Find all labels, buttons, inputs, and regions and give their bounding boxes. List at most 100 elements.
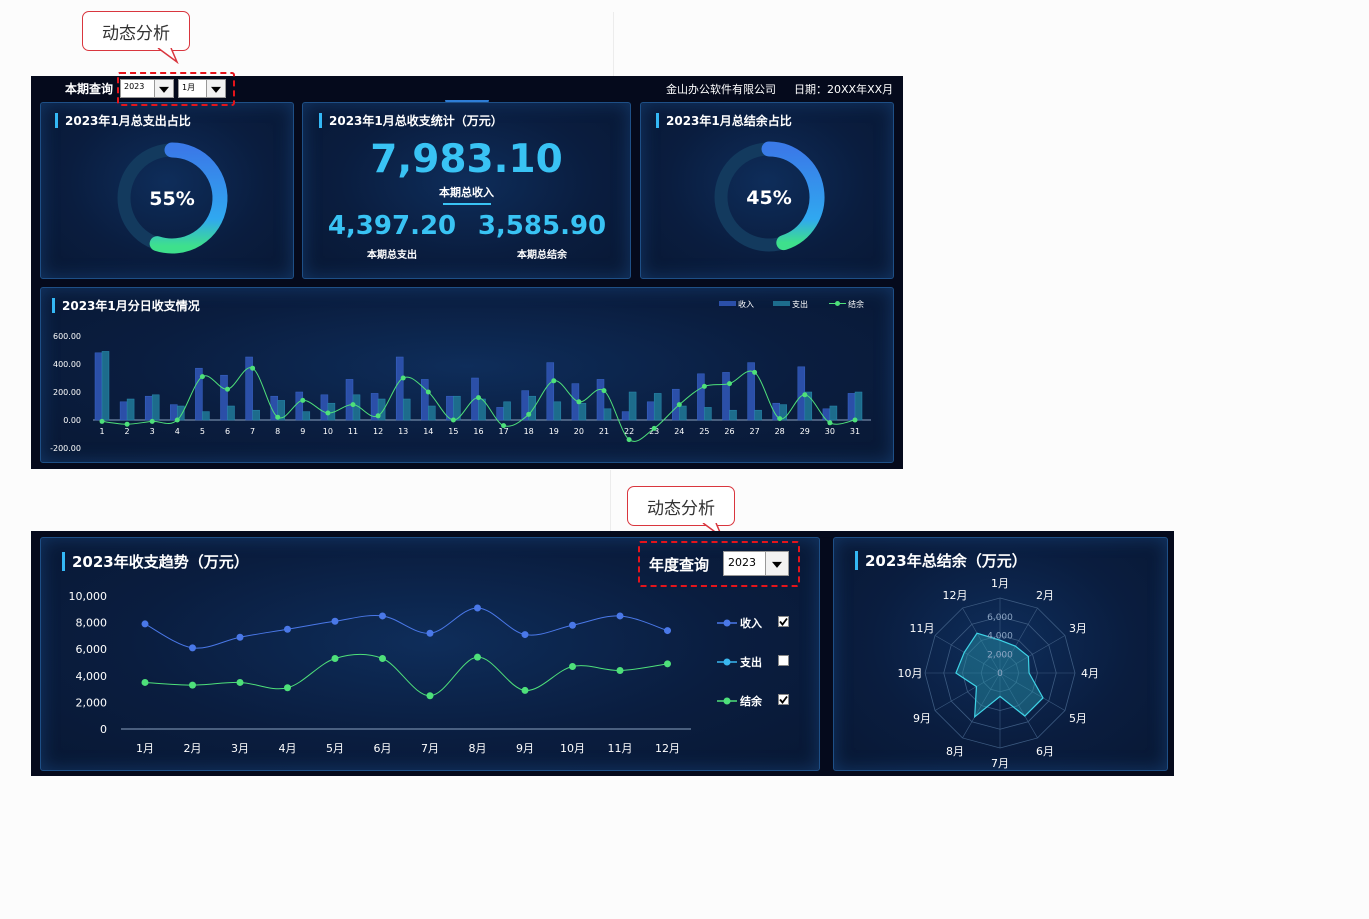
income-bar [546, 362, 555, 421]
y-tick-label: 0 [100, 723, 107, 736]
balance-point [99, 418, 105, 424]
card-title: 2023年收支趋势（万元） [62, 552, 249, 571]
x-tick-label: 25 [699, 427, 709, 436]
card-title: 2023年总结余（万元） [855, 551, 1027, 570]
callout-dynamic-analysis: 动态分析 [82, 11, 190, 64]
income-label: 本期总收入 [439, 186, 494, 199]
series-point [379, 655, 386, 663]
year-select-value: 2023 [728, 556, 756, 569]
income-bar [395, 356, 404, 421]
expense-bar [829, 405, 838, 421]
balance-point [651, 425, 657, 431]
legend-checkbox[interactable] [778, 655, 789, 666]
balance-point [802, 392, 808, 398]
month-select-value: 1月 [182, 83, 196, 92]
radar-axis-label: 4月 [1081, 667, 1099, 680]
expense-bar [428, 405, 436, 421]
series-line [144, 653, 668, 697]
radar-spoke [999, 635, 1066, 674]
balance-value: 3,585.90 [477, 211, 607, 241]
expense-bar [603, 408, 612, 421]
income-bar [320, 394, 329, 421]
series-point [616, 612, 624, 620]
x-tick-label: 16 [473, 427, 483, 436]
legend-item[interactable]: 结余 [716, 692, 816, 708]
series-point [569, 662, 576, 670]
x-tick-label: 28 [775, 427, 785, 436]
income-bar [144, 395, 153, 421]
year-select[interactable]: 2023 [723, 551, 789, 576]
highlight-box [638, 541, 800, 587]
y-tick-label: 600.00 [53, 332, 81, 341]
callout-pointer [157, 48, 179, 64]
x-tick-label: 30 [825, 427, 835, 436]
chevron-down-icon[interactable] [206, 80, 225, 97]
expense-bar [779, 404, 787, 421]
company-name: 金山办公软件有限公司 [666, 83, 776, 96]
balance-point [250, 365, 256, 371]
income-bar [170, 404, 178, 421]
balance-point [526, 411, 532, 417]
card-title: 2023年1月总结余占比 [656, 113, 792, 128]
month-select[interactable]: 1月 [178, 79, 226, 98]
series-point [521, 631, 529, 639]
radar-spoke [962, 672, 1001, 739]
callout-label: 动态分析 [102, 23, 170, 44]
radar-axis-label: 5月 [1069, 712, 1087, 725]
x-tick-label: 9 [300, 427, 305, 436]
legend-checkbox[interactable] [778, 694, 789, 705]
legend-swatch [773, 301, 790, 306]
income-bar [747, 362, 755, 421]
radar-tick-label: 2,000 [987, 650, 1013, 660]
series-point [616, 666, 624, 674]
series-point [664, 627, 671, 635]
balance-point [225, 386, 230, 392]
x-tick-label: 11月 [608, 742, 633, 755]
card-title: 2023年1月分日收支情况 [52, 298, 200, 313]
expense-bar [151, 394, 160, 421]
radar-card: 2023年总结余（万元） 0 2,000 4,000 6,000 1月 2月 3月 4月 5月 6… [833, 537, 1168, 771]
income-bar [94, 352, 103, 421]
legend-swatch [717, 619, 737, 627]
x-tick-label: 1 [99, 427, 104, 436]
series-point [284, 625, 291, 633]
y-tick-label: 0.00 [63, 416, 81, 425]
x-tick-label: 31 [850, 427, 860, 436]
callout-label: 动态分析 [647, 498, 715, 519]
expense-bar [227, 405, 235, 421]
balance-point [501, 423, 507, 429]
legend-swatch [717, 658, 737, 666]
legend-item[interactable]: 支出 [716, 653, 816, 669]
x-tick-label: 7 [250, 427, 255, 436]
series-point [284, 684, 291, 692]
x-tick-label: 27 [750, 427, 760, 436]
balance-point [199, 374, 205, 380]
dashboard-yearly: 2023年收支趋势（万元） 年度查询 2023 10,000 8,000 6,000… [31, 531, 1174, 776]
expense-bar [754, 409, 762, 421]
series-point [141, 678, 149, 686]
ring-progress [761, 141, 825, 251]
balance-point [275, 414, 281, 420]
chevron-down-icon[interactable] [154, 80, 173, 97]
check-icon [779, 617, 788, 626]
percent-text: 45% [746, 187, 791, 209]
balance-point [827, 420, 833, 426]
year-select[interactable]: 2023 [120, 79, 174, 98]
expense-bar [704, 407, 712, 421]
dashboard-monthly: 本期查询 2023 1月 金山办公软件有限公司 日期：20XX年XX月 2023… [31, 76, 903, 469]
x-tick-label: 2 [125, 427, 130, 436]
x-tick-label: 4月 [279, 742, 297, 755]
balance-point [551, 378, 557, 384]
y-tick-label: 6,000 [76, 643, 108, 656]
income-bar [822, 408, 831, 421]
radar-axis-label: 3月 [1069, 622, 1087, 635]
legend-checkbox[interactable] [778, 616, 789, 627]
legend-label: 结余 [740, 695, 762, 708]
legend-item[interactable]: 收入 [716, 614, 816, 630]
chevron-down-icon[interactable] [765, 552, 788, 575]
radar-spoke [962, 607, 1001, 674]
x-tick-label: 6月 [374, 742, 392, 755]
expense-bar [804, 391, 813, 421]
series-point [569, 621, 576, 629]
legend-label: 支出 [740, 656, 762, 669]
